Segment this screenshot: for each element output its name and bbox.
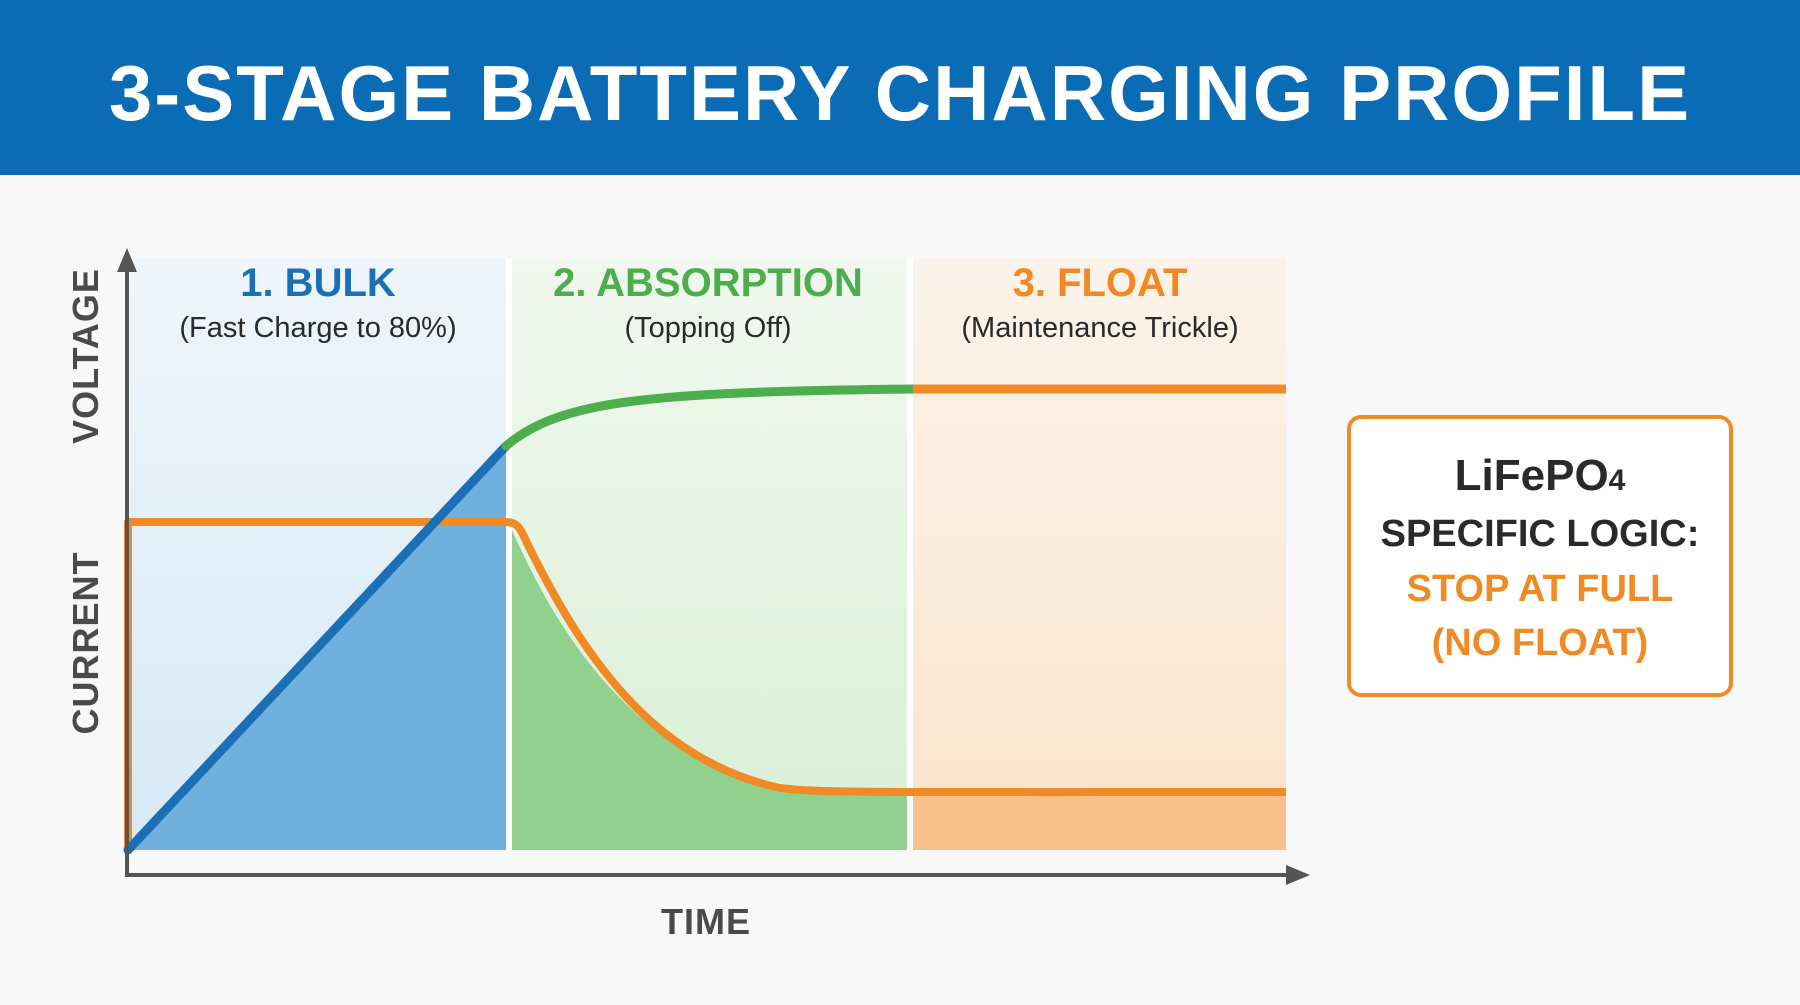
x-axis-arrow-icon bbox=[1286, 865, 1310, 885]
divider bbox=[907, 258, 913, 850]
float-region bbox=[913, 258, 1286, 850]
absorption-current-fill bbox=[512, 530, 907, 850]
voltage-curve-bulk bbox=[123, 441, 511, 855]
note-stop-at-full: STOP AT FULL bbox=[1407, 568, 1674, 610]
note-logic-heading: SPECIFIC LOGIC: bbox=[1381, 513, 1700, 555]
header-bar bbox=[0, 0, 1800, 175]
note-chemistry: LiFePO4 bbox=[1455, 451, 1626, 500]
note-chemistry-subscript: 4 bbox=[1609, 464, 1626, 497]
float-current-fill bbox=[913, 792, 1286, 850]
voltage-curve-absorption bbox=[501, 384, 918, 451]
voltage-axis-label: VOLTAGE bbox=[65, 268, 106, 444]
stage-bulk-title: 1. BULK bbox=[240, 261, 396, 305]
stage-bulk-subtitle: (Fast Charge to 80%) bbox=[179, 312, 456, 344]
time-axis-label: TIME bbox=[661, 901, 751, 942]
stage-float-subtitle: (Maintenance Trickle) bbox=[961, 312, 1238, 344]
current-curve bbox=[124, 518, 1287, 850]
note-no-float: (NO FLOAT) bbox=[1432, 622, 1649, 664]
divider bbox=[506, 258, 512, 850]
lifepo4-note-box bbox=[1347, 415, 1733, 697]
stage-absorption-title: 2. ABSORPTION bbox=[553, 261, 863, 305]
page-title: 3-STAGE BATTERY CHARGING PROFILE bbox=[109, 49, 1691, 137]
y-axis-arrow-icon bbox=[117, 248, 137, 272]
stage-float-title: 3. FLOAT bbox=[1013, 261, 1188, 305]
note-chemistry-main: LiFePO bbox=[1455, 451, 1609, 500]
stage-absorption-subtitle: (Topping Off) bbox=[624, 312, 791, 344]
current-axis-label: CURRENT bbox=[65, 552, 106, 735]
